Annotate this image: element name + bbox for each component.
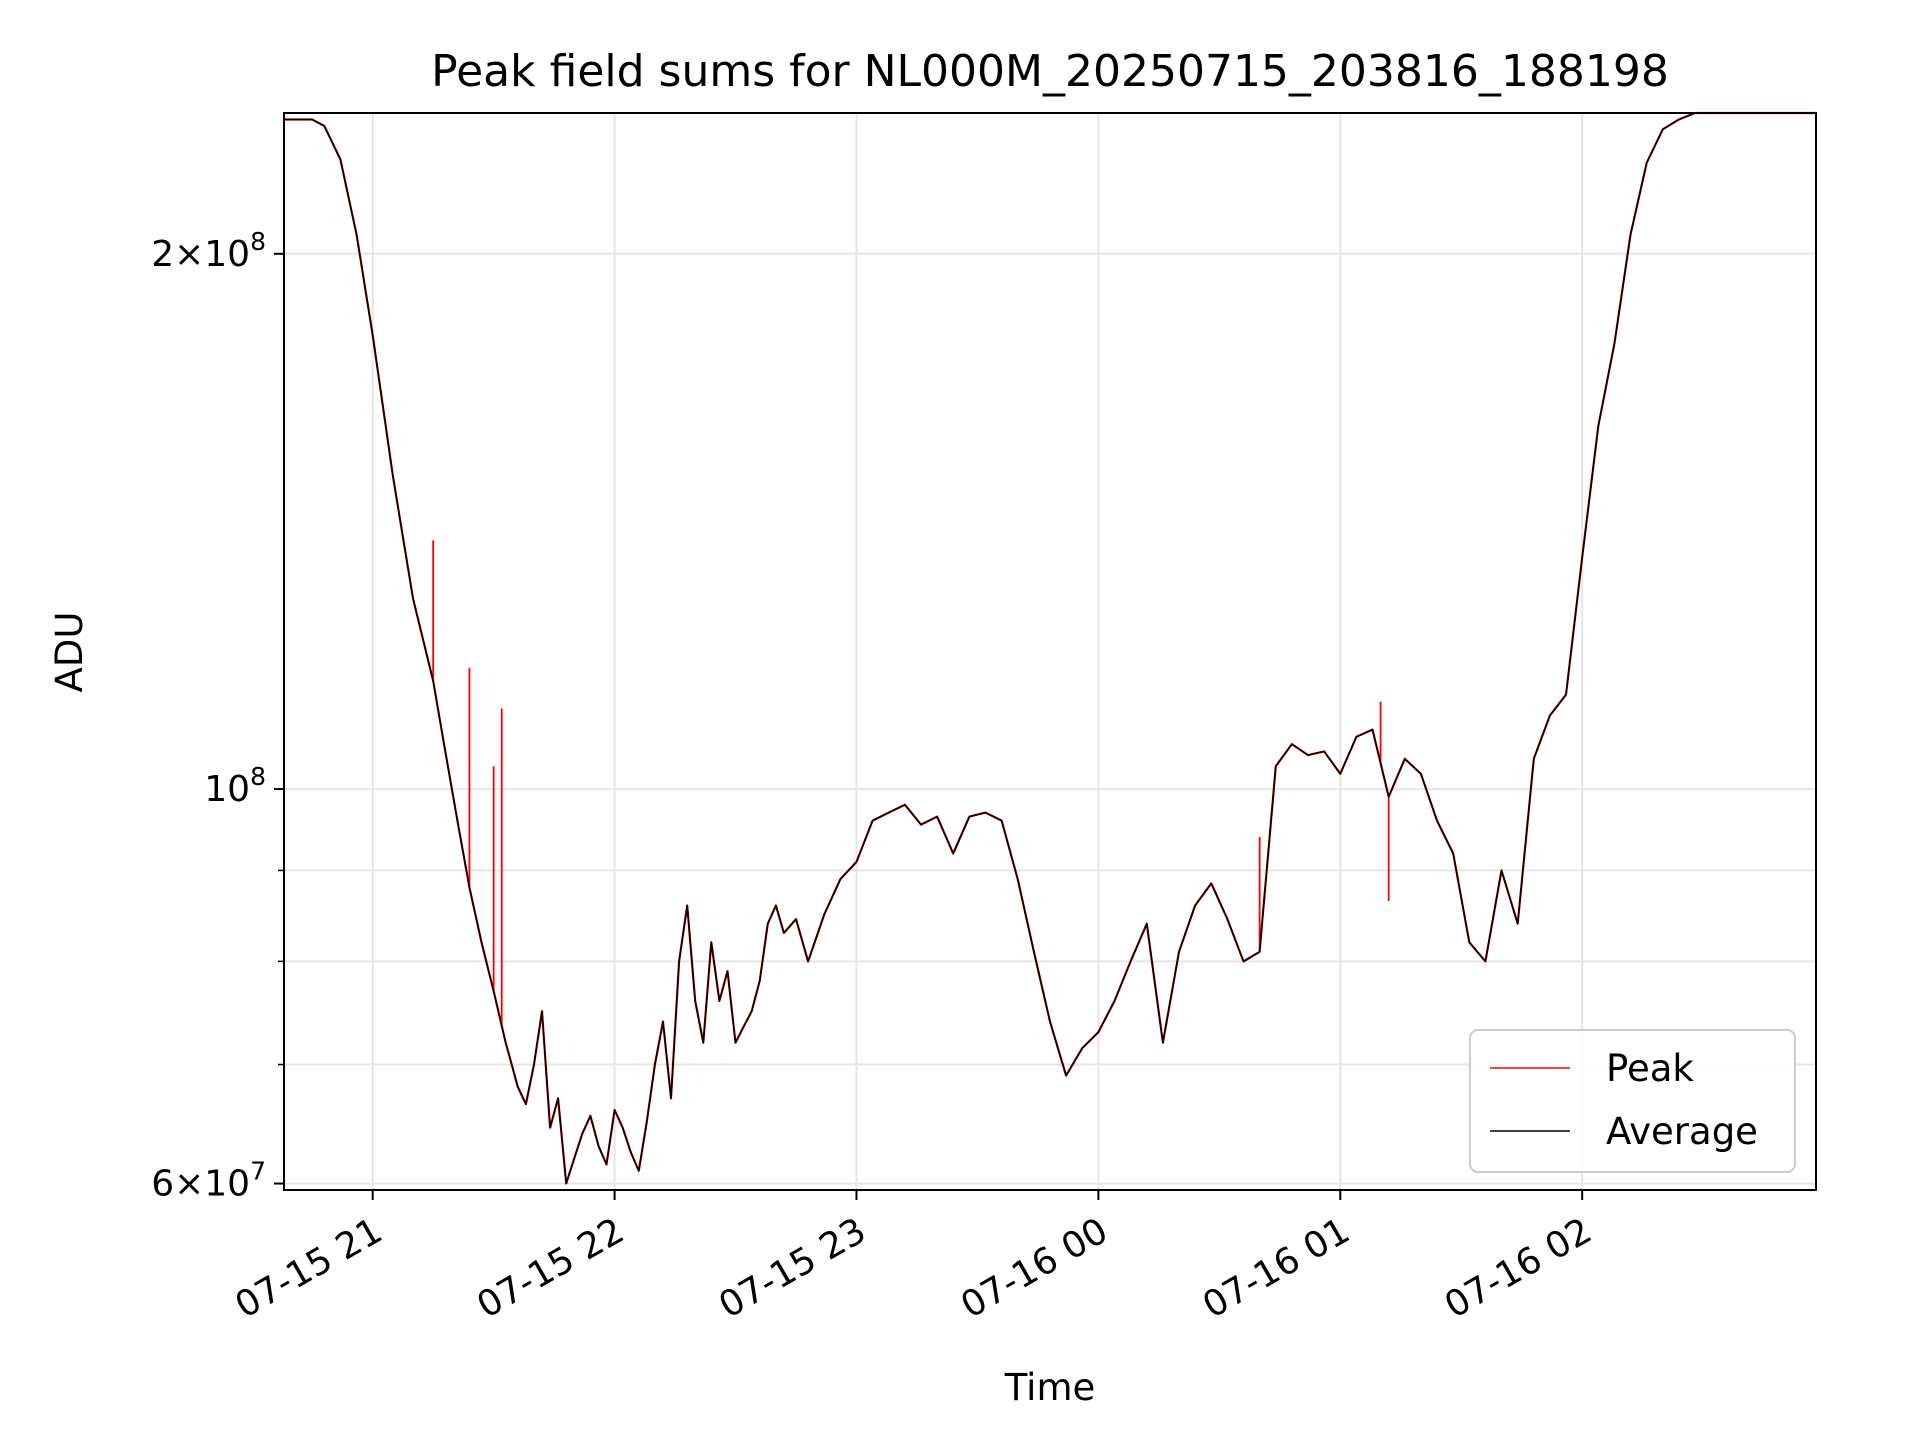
y-tick-label: 2×108 bbox=[151, 227, 266, 275]
y-axis-label: ADU bbox=[48, 612, 91, 693]
series-line-average bbox=[284, 112, 1816, 1185]
chart-title: Peak field sums for NL000M_20250715_2038… bbox=[431, 46, 1669, 97]
plot-area bbox=[284, 111, 1816, 1185]
y-tick-label: 108 bbox=[204, 762, 266, 810]
x-axis-label: Time bbox=[1004, 1366, 1096, 1409]
legend-box bbox=[1469, 1029, 1796, 1173]
legend-label-average: Average bbox=[1606, 1110, 1758, 1153]
y-axis: 6×107 108 2×108 bbox=[151, 227, 284, 1205]
legend: Peak Average bbox=[1469, 1029, 1796, 1173]
plot-frame bbox=[283, 112, 1817, 1191]
y-tick-label: 6×107 bbox=[151, 1157, 266, 1205]
legend-label-peak: Peak bbox=[1606, 1047, 1694, 1090]
